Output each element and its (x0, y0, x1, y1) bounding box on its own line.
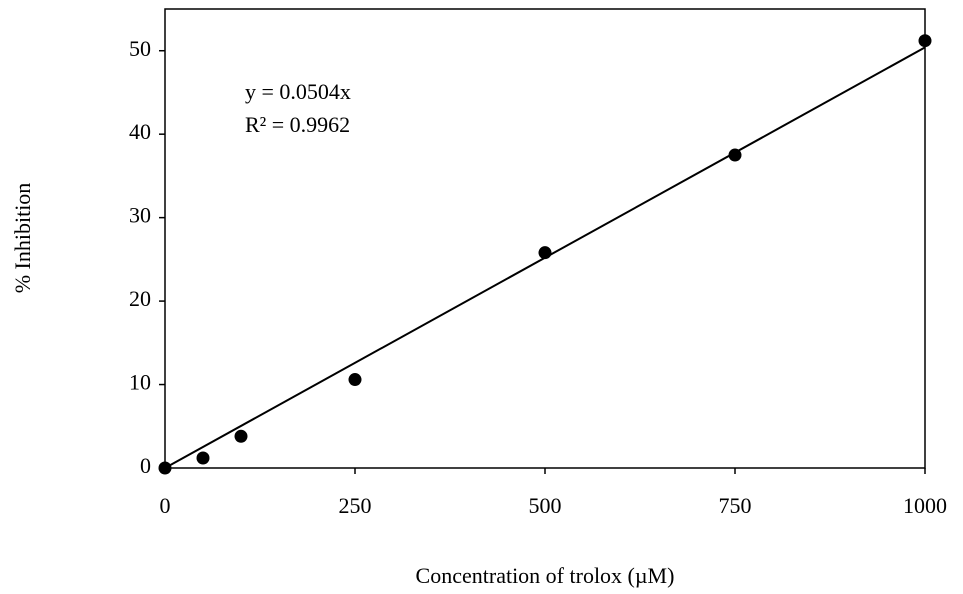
y-tick-label: 30 (129, 203, 151, 228)
data-point (918, 34, 932, 48)
data-point (196, 451, 210, 465)
data-point (728, 148, 742, 162)
r-squared: R² = 0.9962 (245, 112, 350, 137)
x-tick-label: 1000 (903, 493, 947, 518)
y-tick-label: 0 (140, 453, 151, 478)
y-axis-label: % Inhibition (10, 183, 35, 294)
y-tick-label: 10 (129, 370, 151, 395)
data-point (538, 246, 552, 260)
trendline-equation: y = 0.0504x (245, 79, 351, 104)
y-tick-label: 40 (129, 119, 151, 144)
x-tick-label: 250 (339, 493, 372, 518)
x-axis-label: Concentration of trolox (µM) (416, 563, 675, 588)
data-point (348, 373, 362, 387)
plot-frame (164, 8, 926, 469)
data-point (158, 461, 172, 475)
data-point (234, 429, 248, 443)
y-tick-label: 20 (129, 286, 151, 311)
x-tick-label: 500 (529, 493, 562, 518)
y-tick-label: 50 (129, 36, 151, 61)
x-tick-label: 0 (160, 493, 171, 518)
x-tick-label: 750 (719, 493, 752, 518)
